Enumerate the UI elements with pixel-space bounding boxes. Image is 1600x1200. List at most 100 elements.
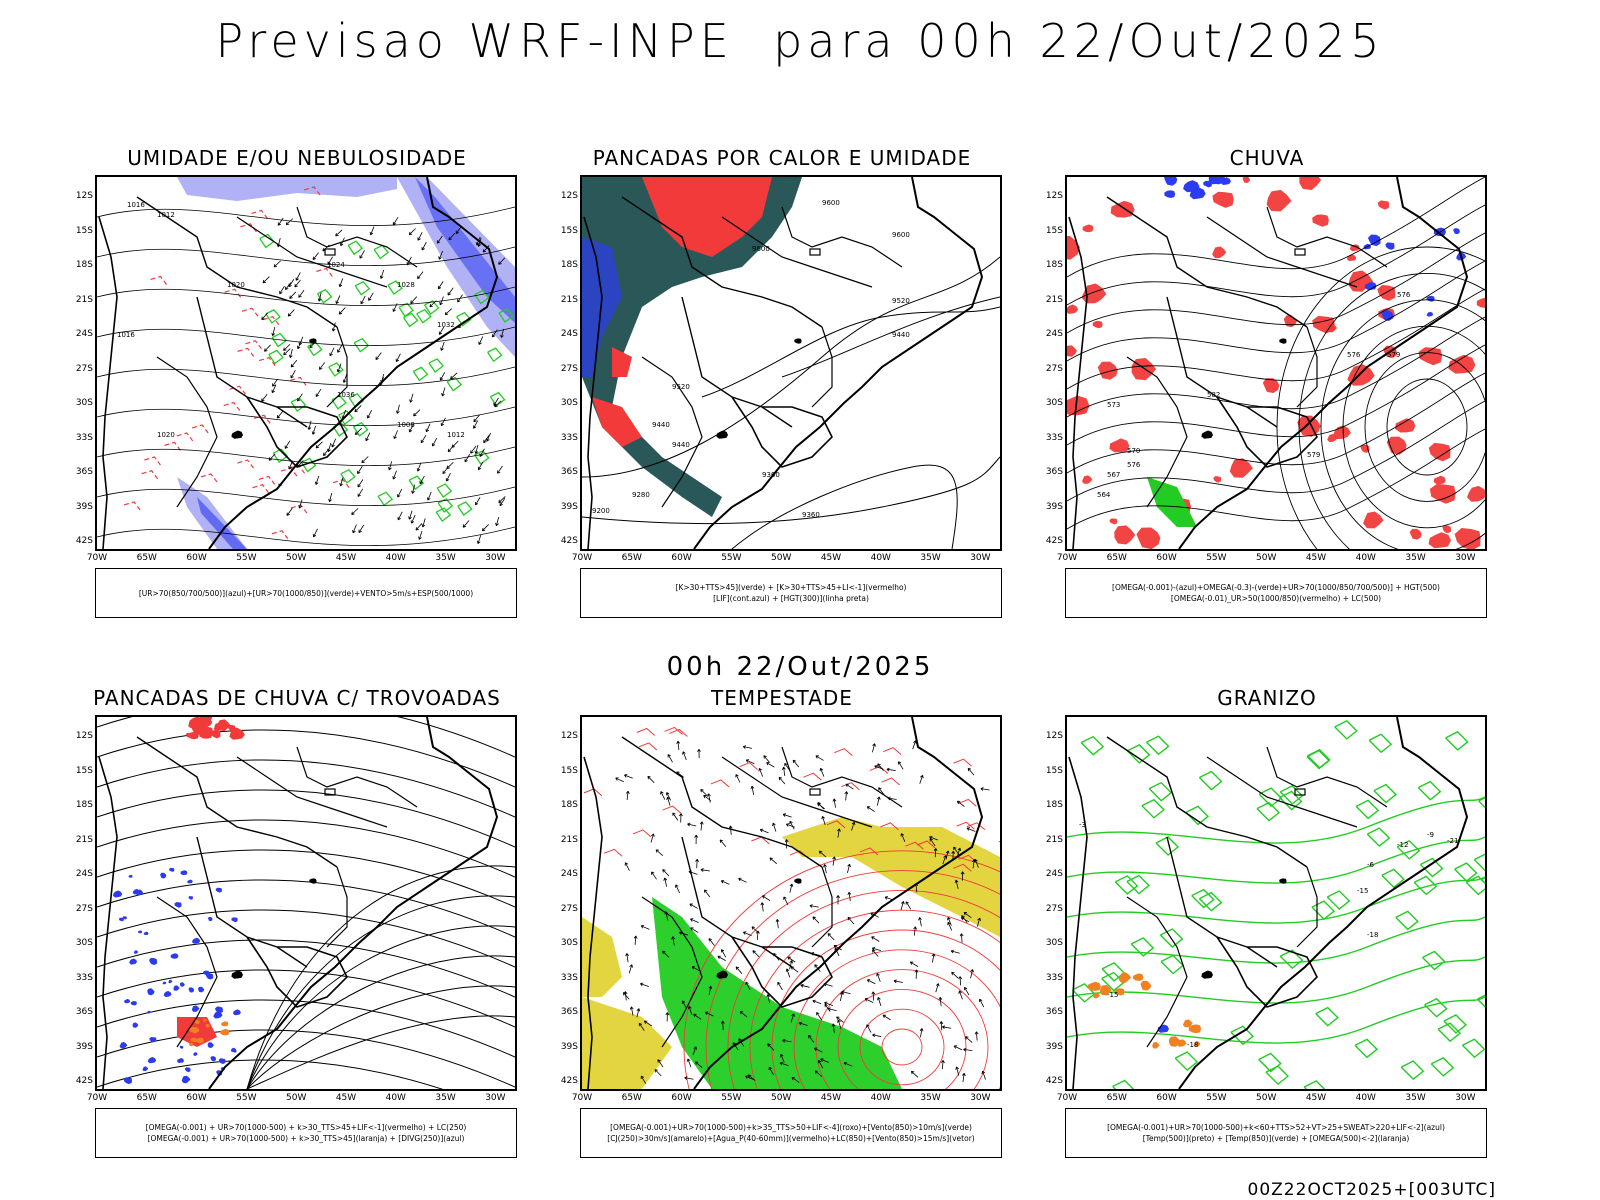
border-line [721,216,873,288]
divergence-dot [149,1037,157,1043]
legend-text: [OMEGA(-0.001)+UR>70(1000-500)+k>35_TTS>… [610,1123,972,1132]
lc850-contour [771,929,1000,1089]
temp850-contour [1185,805,1210,826]
wind-vector [871,946,882,951]
temp850-contour [1145,735,1170,756]
wind-vector [410,514,416,524]
thunderstorm-area [195,717,210,728]
lat-tick-label: 27S [1045,903,1063,914]
divergence-dot [169,867,175,872]
wind-vector [837,828,841,838]
wind-vector [358,524,365,534]
border-line [1206,756,1358,828]
wind-vector [935,983,940,993]
divergence-dot [210,1056,216,1062]
wind-vector [695,858,699,869]
west-coast [583,216,603,549]
temp850-contour [1461,1038,1485,1059]
lake-shape [716,430,728,439]
rain-area [1433,475,1446,485]
streamline [246,895,515,1089]
green-contour [457,501,473,516]
lif-area [582,237,622,377]
wind-vector [951,850,956,861]
lon-tick-label: 40W [870,553,891,563]
lat-tick-label: 21S [1045,294,1063,305]
lon-tick-label: 55W [721,553,742,563]
wind-vector [439,296,444,306]
wind-vector [956,847,962,857]
dummy [442,394,461,407]
hgt500-contour [1067,232,1485,334]
streamline [97,879,515,938]
wind-vector [787,956,796,963]
wind-vector [800,983,810,988]
rain-area [1242,177,1251,184]
wind-vector [684,1076,694,1080]
wind-vector [331,438,337,448]
panel-granizo: GRANIZO 12S 15S 18S 21S 24S 27S 30S 33S 36S 39S 42S… [1046,686,1487,1176]
wind-vector [491,329,498,338]
green-contour [348,393,365,408]
wind-vector [694,1061,703,1068]
border-line [781,206,903,268]
temp850-contour [1445,731,1469,751]
wind-vector [931,953,936,963]
divergence-dot [188,987,195,993]
lat-tick-label: 30S [560,398,578,408]
lon-tick-label: 35W [1405,1093,1426,1103]
green-contour [487,347,503,363]
lat-tick-label: 39S [560,1041,578,1052]
border-line [1266,746,1388,808]
rain-area [1067,304,1079,314]
lon-tick-label: 45W [1305,1093,1327,1103]
wind-vector [328,492,333,503]
contour-label: 9440 [892,331,910,339]
lat-tick-label: 30S [75,938,93,948]
wind-vector [667,754,673,763]
west-coast [98,216,118,549]
border-line [1296,866,1318,948]
streamline [97,819,515,878]
rain-area [1082,224,1094,233]
divergence-dot [147,988,155,996]
rain-area [1454,528,1481,549]
lon-tick-label: 65W [136,553,157,563]
omega-area [1385,242,1395,250]
wind-vector [745,981,751,991]
temp850-contour [1443,1014,1467,1034]
contour-label: -15 [1357,887,1368,895]
divergence-dot [179,982,185,987]
wind-vector [665,1012,670,1022]
wind-vector [739,1011,748,1018]
lon-tick-label: 70W [1056,1093,1078,1103]
divergence-dot [149,957,157,965]
lc850-contour [683,850,1000,1089]
lon-tick-label: 70W [571,1093,593,1103]
wind-vector [831,1023,836,1033]
omega500-area [1099,985,1112,996]
coastline [693,717,984,1089]
red-contour [237,459,254,469]
wind-vector [954,879,959,889]
pressure-contour [97,286,515,306]
lon-tick-label: 30W [970,553,991,563]
thunderstorm-area [188,731,199,740]
temp850-contour [1395,910,1419,931]
wind-vector [663,877,668,887]
legend-text: [LIF](cont.azul) + [HGT(300)](linha pret… [713,594,869,603]
hgt500-contour [1067,288,1485,390]
wind-vector [945,850,950,860]
contour-label: 1016 [117,331,135,339]
wind-vector [876,972,881,982]
wind-vector [375,352,382,360]
wind-vector [789,883,794,893]
wind-vector [775,919,780,929]
wind-vector [483,435,490,444]
lat-tick-label: 12S [1045,731,1063,741]
legend-text: [OMEGA(-0.001) + UR>70(1000-500) + k>30_… [147,1134,465,1143]
wind-vector [974,1031,979,1041]
wind-vector [284,440,291,449]
wind-vector [732,1042,739,1051]
contour-label: 579 [1387,351,1400,359]
